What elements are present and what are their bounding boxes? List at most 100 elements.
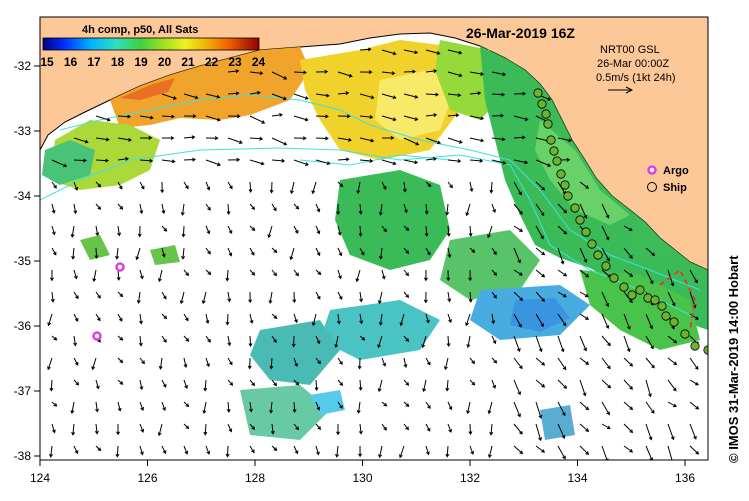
current-vector-arrow — [491, 113, 505, 118]
current-vector-arrow — [49, 269, 54, 282]
current-vector-arrow — [227, 247, 233, 257]
current-vector-arrow — [117, 156, 129, 161]
current-vector-arrow — [447, 181, 453, 189]
current-vector-arrow — [645, 401, 655, 414]
current-vector-arrow — [689, 445, 700, 455]
argo-float-marker — [92, 331, 102, 341]
current-vector-arrow — [227, 379, 234, 386]
current-vector-arrow — [271, 71, 288, 80]
current-vector-arrow — [403, 423, 410, 431]
current-vector-arrow — [117, 401, 122, 412]
current-vector-arrow — [95, 137, 110, 142]
x-tick-label: 128 — [245, 471, 265, 485]
current-vector-arrow — [139, 181, 145, 190]
current-vector-arrow — [466, 335, 471, 349]
map-date-title: 26-Mar-2019 16Z — [466, 25, 575, 41]
current-vector-arrow — [337, 181, 344, 188]
current-vector-arrow — [447, 137, 463, 144]
imos-credit: © IMOS 31-Mar-2019 14:00 Hobart — [726, 255, 741, 463]
current-vector-arrow — [51, 423, 56, 434]
current-vector-arrow — [315, 159, 331, 166]
current-vector-arrow — [183, 269, 190, 277]
ship-track-marker — [563, 191, 573, 201]
current-vector-arrow — [469, 379, 476, 386]
current-vector-arrow — [425, 69, 438, 73]
current-vector-arrow — [95, 445, 102, 452]
current-vector-arrow — [293, 203, 300, 210]
ship-track-marker — [570, 203, 580, 213]
colorbar-title: 4h comp, p50, All Sats — [82, 24, 198, 36]
current-vector-arrow — [136, 291, 141, 304]
current-vector-arrow — [73, 445, 79, 455]
current-vector-arrow — [359, 137, 375, 143]
current-vector-arrow — [183, 335, 190, 342]
current-vector-arrow — [73, 203, 78, 215]
current-vector-arrow — [337, 379, 344, 386]
current-vector-arrow — [403, 115, 419, 121]
current-vector-arrow — [180, 203, 185, 216]
current-vector-arrow — [447, 49, 463, 55]
current-vector-arrow — [359, 247, 365, 256]
current-vector-arrow — [315, 357, 321, 365]
current-vector-arrow — [403, 247, 410, 254]
current-vector-arrow — [491, 203, 496, 214]
current-vector-arrow — [468, 291, 473, 303]
current-vector-arrow — [183, 157, 196, 162]
current-vector-arrow — [337, 225, 342, 236]
colorbar-tick-label: 17 — [87, 55, 101, 69]
current-vector-arrow — [315, 136, 329, 141]
current-vector-arrow — [315, 203, 321, 213]
current-vector-arrow — [249, 247, 255, 256]
current-vector-arrow — [179, 291, 185, 305]
current-vector-arrow — [469, 181, 474, 193]
y-axis: -32 -33 -34 -35 -36 -37 -38 — [14, 59, 40, 463]
current-vector-arrow — [623, 313, 631, 330]
current-vector-arrow — [271, 137, 288, 146]
current-vector-arrow — [248, 335, 253, 347]
current-vector-arrow — [358, 225, 363, 237]
current-vector-arrow — [399, 313, 405, 327]
current-vector-arrow — [356, 181, 361, 195]
current-vector-arrow — [161, 93, 177, 100]
current-vector-arrow — [579, 379, 587, 397]
current-vector-arrow — [513, 335, 521, 353]
y-tick-label: -37 — [14, 384, 32, 398]
current-vector-arrow — [315, 401, 321, 411]
current-vector-arrow — [359, 70, 373, 75]
argo-legend-label: Argo — [663, 165, 689, 177]
current-vector-arrow — [425, 247, 431, 256]
current-vector-arrow — [249, 90, 261, 95]
ship-track-marker — [587, 239, 597, 249]
current-vector-arrow — [161, 203, 166, 215]
y-tick-label: -32 — [14, 59, 32, 73]
current-vector-arrow — [535, 335, 543, 353]
current-vector-arrow — [205, 247, 211, 255]
current-vector-arrow — [425, 313, 430, 324]
current-vector-arrow — [139, 203, 144, 215]
current-vector-arrow — [268, 291, 273, 304]
current-vector-arrow — [315, 69, 329, 74]
current-vector-arrow — [249, 445, 255, 454]
current-vector-arrow — [227, 291, 232, 303]
current-vector-arrow — [535, 445, 546, 453]
current-vector-arrow — [579, 445, 590, 455]
current-vector-arrow — [71, 423, 76, 436]
current-vector-arrow — [513, 135, 526, 140]
current-vector-arrow — [139, 379, 144, 391]
current-vector-arrow — [423, 269, 428, 282]
current-vector-arrow — [248, 291, 253, 304]
current-vector-arrow — [381, 357, 387, 367]
current-vector-arrow — [249, 115, 266, 124]
current-vector-arrow — [491, 247, 497, 256]
current-vector-arrow — [203, 423, 208, 436]
current-vector-arrow — [161, 225, 168, 232]
current-vector-arrow — [115, 445, 120, 458]
current-vector-arrow — [139, 313, 143, 325]
current-vector-arrow — [443, 357, 449, 371]
current-vector-arrow — [139, 269, 144, 280]
current-vector-arrow — [667, 379, 677, 392]
current-vector-arrow — [315, 335, 321, 345]
argo-legend-icon — [647, 165, 657, 175]
current-vector-arrow — [181, 225, 186, 238]
current-vector-arrow — [73, 158, 87, 163]
